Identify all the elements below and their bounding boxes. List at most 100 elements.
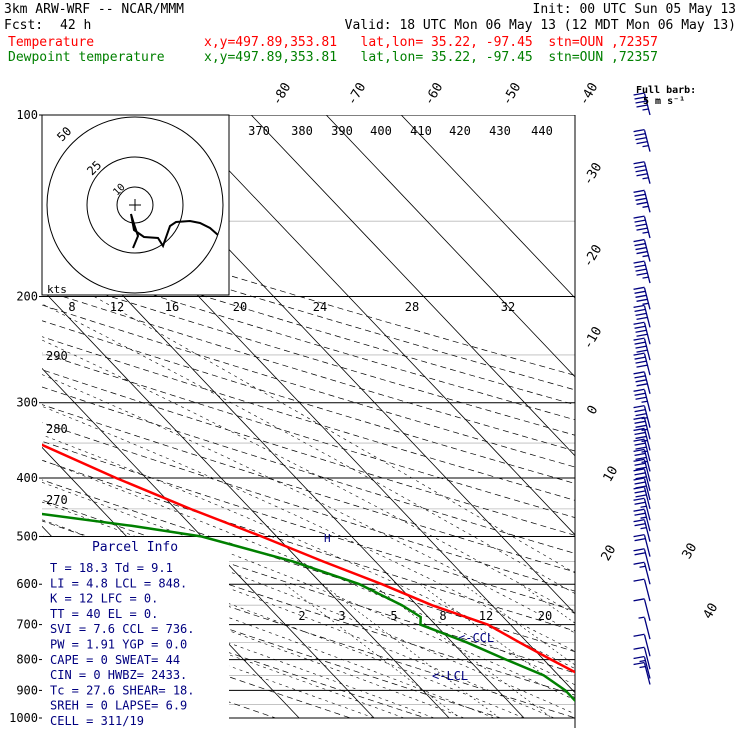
barb-shaft: [643, 647, 651, 670]
barb-half-flag: [638, 616, 645, 619]
barb-flag: [634, 341, 646, 345]
barb-flag: [633, 438, 645, 442]
barb-flag: [634, 356, 646, 360]
parcel-info-row: TT = 40 EL = 0.: [50, 607, 158, 621]
theta-top-label: 390: [331, 124, 353, 138]
barb-flag: [633, 352, 645, 356]
barb-half-flag: [642, 302, 649, 305]
hodograph-ring: [46, 116, 224, 294]
barb-flag: [633, 468, 645, 472]
parcel-info-row: CIN = 0 HWBZ= 2433.: [50, 668, 187, 682]
barb-flag: [633, 304, 645, 309]
barb-flag: [635, 136, 647, 141]
theta-e-label: 8: [68, 300, 75, 314]
theta-left-label: 290: [46, 349, 68, 363]
dewpoint-profile: [42, 512, 575, 703]
mixing-ratio-line: [520, 583, 575, 624]
isotherm-label: -20: [581, 242, 606, 270]
barb-flag: [634, 501, 646, 505]
moist-adiabat-line: [42, 481, 575, 701]
barb-flag: [634, 392, 646, 396]
barb-flag: [633, 286, 645, 290]
barb-half-flag: [642, 231, 649, 234]
isotherm-line: [250, 115, 575, 457]
wind-barb: [633, 497, 651, 521]
barb-flag: [634, 96, 646, 100]
valid-time: Valid: 18 UTC Mon 06 May 13 (12 MDT Mon …: [344, 18, 736, 33]
barb-flag: [633, 533, 645, 538]
barb-flag: [633, 128, 645, 133]
wind-barb: [633, 633, 651, 657]
theta-top-label: 380: [291, 124, 313, 138]
isotherm-label: 0: [585, 403, 602, 417]
theta-top-label: 430: [489, 124, 511, 138]
dry-adiabat-line: [42, 586, 426, 719]
isotherm-label: -60: [422, 80, 447, 108]
barb-flag: [634, 442, 646, 446]
barb-flag: [635, 396, 647, 400]
barb-flag: [634, 420, 646, 424]
theta-top-label: 440: [531, 124, 553, 138]
lcl-marker: <-LCL: [432, 669, 468, 683]
mixing-ratio-label: 12: [479, 609, 493, 623]
pressure-tick-label: 1000: [9, 711, 38, 725]
ccl-marker: <-CCL: [458, 631, 494, 645]
barb-flag: [633, 598, 645, 602]
level-marker-h: H: [324, 532, 331, 545]
barb-flag: [635, 379, 647, 383]
dry-adiabat-line: [42, 217, 575, 376]
mixing-ratio-label: 5: [390, 609, 397, 623]
dry-adiabat-line: [42, 336, 575, 501]
barb-shaft: [643, 617, 651, 640]
barb-flag: [633, 561, 645, 565]
barb-shaft: [643, 599, 651, 621]
barb-flag: [634, 462, 646, 466]
fcst-value: 42 h: [60, 18, 92, 33]
parcel-info-row: CAPE = 0 SWEAT= 44: [50, 653, 180, 667]
barb-flag: [635, 424, 647, 428]
barb-flag: [633, 477, 645, 481]
wind-barb: [633, 468, 651, 491]
barb-flag: [635, 312, 647, 317]
moist-adiabat-line: [42, 339, 575, 614]
mixing-ratio-line: [371, 583, 553, 719]
barb-flag: [636, 250, 648, 255]
barb-flag: [634, 452, 646, 457]
isotherm-line: [42, 288, 450, 719]
wind-barb: [633, 578, 651, 602]
parcel-info-row: K = 12 LFC = 0.: [50, 592, 158, 606]
barb-shaft: [643, 579, 651, 602]
barb-flag: [635, 100, 647, 104]
mixing-ratio-line: [322, 583, 500, 719]
wind-barb: [633, 508, 651, 532]
barb-half-flag: [642, 276, 649, 279]
barb-flag: [636, 298, 648, 302]
barb-flag: [634, 193, 646, 197]
barb-flag: [636, 364, 648, 368]
barb-flag: [635, 360, 647, 364]
isotherm-label: -50: [500, 80, 525, 108]
barb-flag: [633, 497, 645, 501]
barb-flag: [634, 552, 646, 556]
wind-barb: [633, 458, 651, 482]
wind-barb: [633, 519, 651, 542]
temperature-info: x,y=497.89,353.81 lat,lon= 35.22, -97.45…: [204, 35, 658, 50]
barb-flag: [634, 290, 646, 294]
barb-flag: [634, 132, 646, 137]
fcst-label: Fcst:: [4, 18, 44, 33]
hodograph-trace: [130, 213, 219, 249]
barb-half-flag: [640, 505, 647, 508]
barb-half-flag: [640, 527, 647, 530]
barb-flag: [634, 308, 646, 313]
barb-flag: [636, 201, 648, 205]
barb-flag: [633, 458, 645, 462]
wind-barb: [633, 260, 651, 284]
barb-half-flag: [640, 516, 647, 519]
barb-half-flag: [642, 254, 649, 258]
wind-barb: [633, 286, 651, 310]
theta-left-label: 270: [46, 493, 68, 507]
moist-adiabat-line: [42, 459, 575, 686]
wind-barb: [633, 352, 651, 376]
barb-flag: [634, 242, 646, 247]
